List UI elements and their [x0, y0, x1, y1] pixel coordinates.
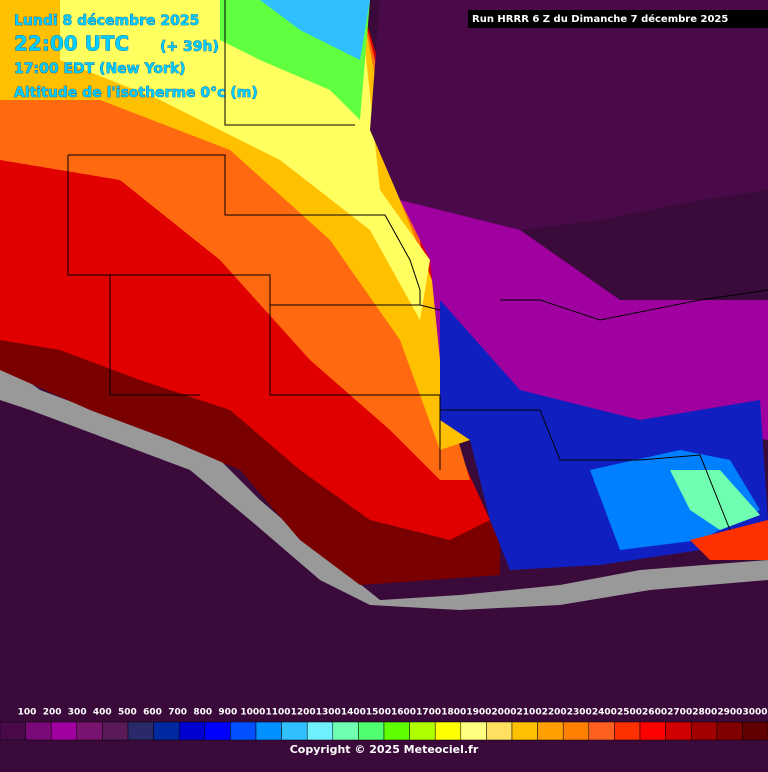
- legend-swatch: [281, 721, 308, 741]
- utc-time: 22:00 UTC: [14, 32, 129, 56]
- legend-swatch: [409, 721, 436, 741]
- legend-label: 2900: [717, 708, 742, 718]
- legend-swatch: [639, 721, 666, 741]
- legend-swatch: [742, 721, 768, 741]
- legend-swatch: [255, 721, 282, 741]
- legend-label: 2600: [642, 708, 667, 718]
- legend-swatch: [358, 721, 385, 741]
- legend-swatch: [127, 721, 154, 741]
- legend-label: 1300: [316, 708, 341, 718]
- legend-label: 1200: [291, 708, 316, 718]
- legend-swatch: [537, 721, 564, 741]
- legend-label: 1700: [416, 708, 441, 718]
- legend-label: 500: [118, 708, 137, 718]
- legend-swatch: [153, 721, 180, 741]
- local-time: 17:00 EDT (New York): [14, 61, 186, 77]
- legend-label: 300: [68, 708, 87, 718]
- legend-label: 2300: [567, 708, 592, 718]
- offset: (+ 39h): [160, 39, 219, 55]
- legend-label: 400: [93, 708, 112, 718]
- legend-label: 700: [168, 708, 187, 718]
- legend-swatch: [434, 721, 462, 741]
- legend-swatch: [306, 721, 334, 741]
- legend-label: 900: [218, 708, 237, 718]
- legend-swatch: [486, 721, 513, 741]
- gray-band: [0, 360, 768, 610]
- legend-swatch: [562, 721, 590, 741]
- legend-label: 1400: [341, 708, 366, 718]
- legend-label: 100: [18, 708, 37, 718]
- red-east-zone: [690, 520, 768, 560]
- legend-swatch: [204, 721, 231, 741]
- north-zone: [370, 0, 768, 250]
- legend-swatch: [102, 721, 129, 741]
- legend-label: 200: [43, 708, 62, 718]
- legend-swatch: [0, 721, 26, 741]
- borders: [67, 0, 768, 531]
- copyright: Copyright © 2025 Meteociel.fr: [290, 743, 479, 756]
- legend-label: 2500: [617, 708, 642, 718]
- legend-label: 1800: [441, 708, 466, 718]
- legend-label: 2400: [592, 708, 617, 718]
- legend-swatch: [25, 721, 52, 741]
- legend-label: 2100: [517, 708, 542, 718]
- legend-swatch: [690, 721, 718, 741]
- legend-swatch: [178, 721, 206, 741]
- green-east-zone: [670, 470, 760, 530]
- legend-label: 1100: [266, 708, 291, 718]
- legend-label: 600: [143, 708, 162, 718]
- run-info: Run HRRR 6 Z du Dimanche 7 décembre 2025: [472, 13, 728, 25]
- legend-swatch: [716, 721, 743, 741]
- legend-swatch: [588, 721, 615, 741]
- date: Lundi 8 décembre 2025: [14, 13, 199, 29]
- legend-label: 2800: [692, 708, 717, 718]
- legend-swatch: [383, 721, 410, 741]
- legend: 100 200 300 400 500 600 700 800 900 1000 1100 1200 1…: [0, 708, 768, 741]
- legend-label: 2700: [667, 708, 692, 718]
- legend-swatch: [50, 721, 78, 741]
- run-box: [468, 10, 768, 28]
- legend-swatch: [76, 721, 103, 741]
- legend-label: 1600: [391, 708, 416, 718]
- legend-label: 2200: [542, 708, 567, 718]
- legend-swatch: [511, 721, 538, 741]
- legend-swatch: [332, 721, 359, 741]
- legend-label: 3000: [742, 708, 767, 718]
- legend-swatch: [614, 721, 641, 741]
- legend-swatch: [665, 721, 692, 741]
- legend-label: 1500: [366, 708, 391, 718]
- legend-label: 2000: [491, 708, 516, 718]
- legend-label: 1900: [466, 708, 491, 718]
- parameter: Altitude de l'isotherme 0°c (m): [14, 85, 258, 101]
- cyan-zone: [260, 0, 370, 60]
- legend-swatch: [230, 721, 257, 741]
- legend-label: 1000: [240, 708, 265, 718]
- map-fields: [0, 0, 768, 610]
- legend-swatch: [460, 721, 487, 741]
- legend-label: 800: [193, 708, 212, 718]
